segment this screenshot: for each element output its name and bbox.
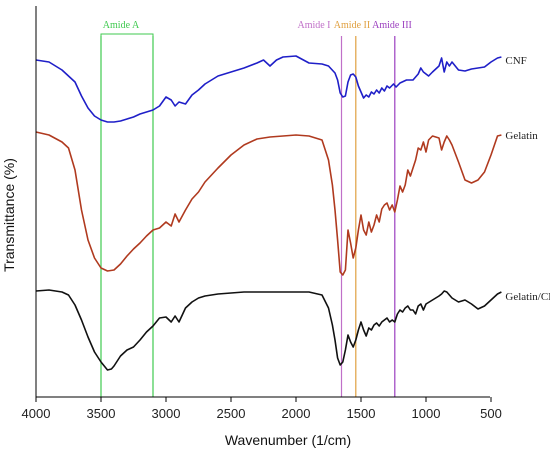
x-axis-title: Wavenumber (1/cm) [225, 432, 351, 448]
series-line-cnf [35, 55, 502, 123]
band-label-amide-ii: Amide II [334, 20, 370, 31]
x-tick-label-3000: 3000 [152, 406, 181, 421]
series-label-gelatin: Gelatin [505, 130, 538, 142]
series-line-gelatin [35, 131, 502, 276]
series-layer [35, 55, 502, 371]
x-tick-label-1500: 1500 [347, 406, 376, 421]
x-tick-label-2500: 2500 [217, 406, 246, 421]
x-ticks: 4000 3500 3000 2500 2000 1500 1000 500 [22, 397, 502, 421]
axis-layer: 4000 3500 3000 2500 2000 1500 1000 500 Wavenumb… [1, 6, 502, 448]
bands-layer: Amide A Amide I Amide II Amide III [100, 20, 412, 397]
band-label-amide-iii: Amide III [372, 20, 412, 31]
x-tick-label-1000: 1000 [412, 406, 441, 421]
series-label-cnf: CNF [505, 55, 526, 67]
series-labels: CNF Gelatin Gelatin/CNF [505, 55, 550, 303]
x-tick-label-3500: 3500 [87, 406, 116, 421]
y-axis-title: Transmittance (%) [1, 158, 17, 272]
x-tick-label-4000: 4000 [22, 406, 51, 421]
band-label-amide-a: Amide A [103, 20, 140, 31]
band-bracket-amide-a [100, 33, 154, 40]
series-label-gelatin-cnf: Gelatin/CNF [505, 291, 550, 303]
x-tick-label-500: 500 [480, 406, 502, 421]
series-line-gelatin-cnf [35, 289, 502, 371]
x-tick-label-2000: 2000 [282, 406, 311, 421]
band-label-amide-i: Amide I [297, 20, 330, 31]
